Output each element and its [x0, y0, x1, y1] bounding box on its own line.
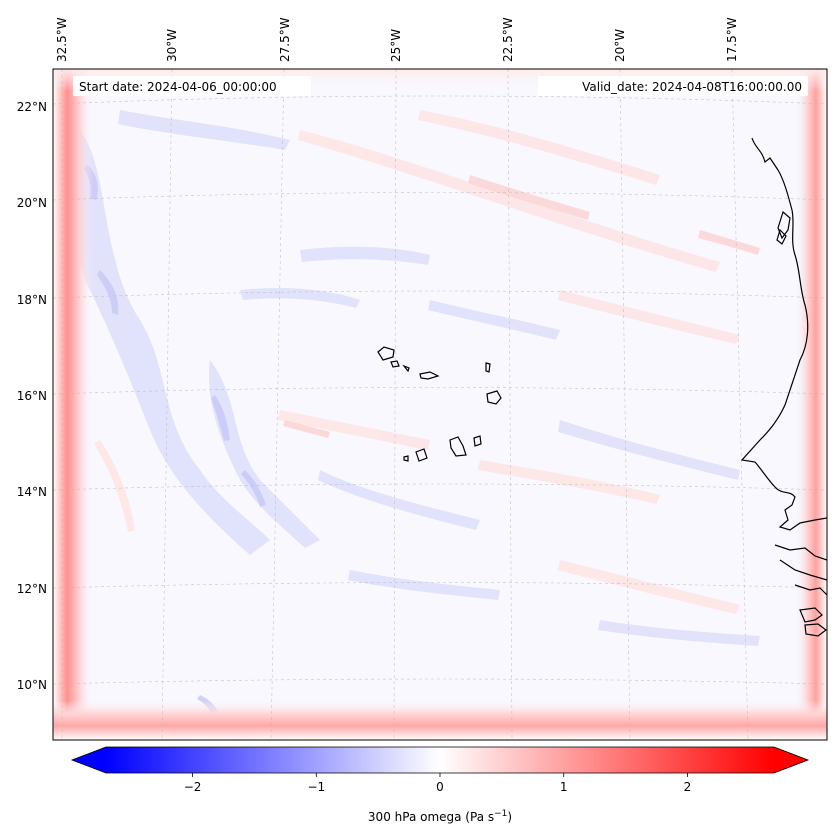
lat-tick-label: 14°N [17, 485, 47, 499]
lon-tick-label: 25°W [389, 29, 403, 62]
lon-tick-label: 20°W [613, 29, 627, 62]
cape-verde-islands [377, 346, 502, 462]
valid-date-label: Valid_date: 2024-04-08T16:00:00.00 [582, 80, 802, 94]
coastline [740, 137, 827, 637]
lat-tick-labels: 22°N 20°N 18°N 16°N 14°N 12°N 10°N [17, 100, 47, 692]
lon-tick-label: 27.5°W [278, 17, 292, 62]
valid-date-box [538, 76, 808, 96]
lat-tick-label: 22°N [17, 100, 47, 114]
colorbar-label: 300 hPa omega (Pa s−1) [368, 809, 512, 824]
lon-tick-label: 30°W [165, 29, 179, 62]
start-date-box [73, 76, 311, 96]
africa-coastline [740, 137, 827, 531]
colorbar-tick-label: 1 [560, 780, 568, 794]
lon-tick-label: 17.5°W [725, 17, 739, 62]
map-panel: Start date: 2024-04-06_00:00:00 Valid_da… [53, 69, 827, 740]
colorbar-extend-high [774, 747, 808, 773]
gridlines [53, 69, 827, 740]
map-frame [52, 68, 828, 741]
lat-tick-label: 16°N [17, 389, 47, 403]
lat-tick-label: 10°N [17, 678, 47, 692]
colorbar-tick-label: 2 [684, 780, 692, 794]
lon-tick-labels: 32.5°W 30°W 27.5°W 25°W 22.5°W 20°W 17.5… [55, 17, 739, 62]
colorbar: −2 −1 0 1 2 300 hPa omega (Pa s−1) [70, 746, 810, 824]
lon-tick-label: 22.5°W [501, 17, 515, 62]
lat-tick-label: 18°N [17, 293, 47, 307]
colorbar-outline [70, 746, 810, 774]
colorbar-ticks: −2 −1 0 1 2 [184, 773, 691, 794]
colorbar-gradient [106, 747, 774, 773]
lon-tick-label: 32.5°W [55, 17, 69, 62]
colorbar-extend-low [72, 747, 106, 773]
colorbar-tick-label: 0 [436, 780, 444, 794]
start-date-label: Start date: 2024-04-06_00:00:00 [79, 80, 277, 94]
lat-tick-label: 20°N [17, 196, 47, 210]
colorbar-tick-label: −1 [307, 780, 325, 794]
colorbar-tick-label: −2 [184, 780, 202, 794]
lat-tick-label: 12°N [17, 582, 47, 596]
